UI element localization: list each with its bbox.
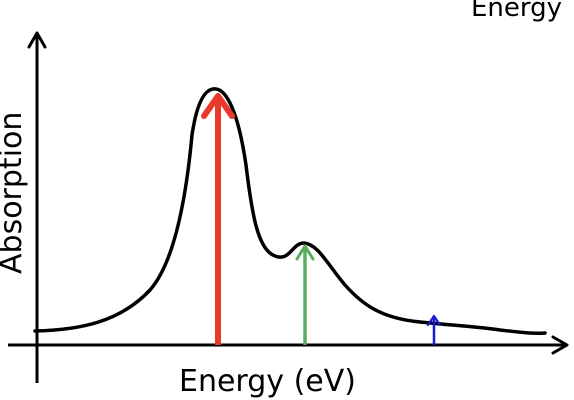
corner-partial-label: Energy — [471, 0, 562, 23]
blue-arrow-head — [426, 314, 442, 327]
y-axis-arrowhead — [27, 31, 47, 49]
y-axis-label: Absorption — [0, 112, 29, 274]
red-arrow-head — [201, 93, 235, 119]
x-axis-arrowhead — [551, 335, 569, 355]
x-axis-label: Energy (eV) — [179, 364, 356, 399]
green-arrow-head — [295, 244, 315, 261]
absorption-curve — [33, 87, 547, 335]
